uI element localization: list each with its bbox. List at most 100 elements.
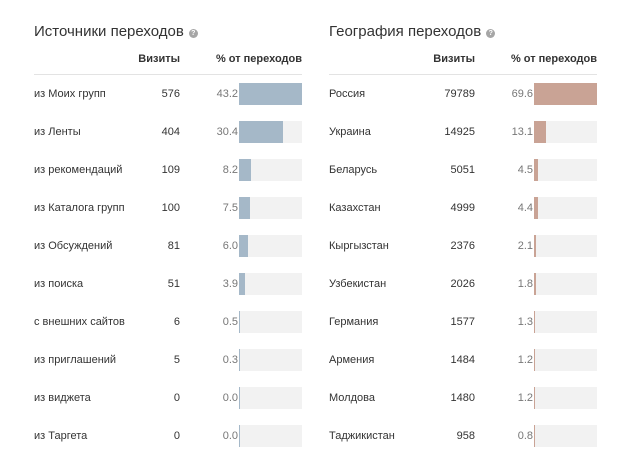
percent-bar-track xyxy=(534,159,597,181)
row-visits: 576 xyxy=(161,88,180,100)
help-icon[interactable]: ? xyxy=(188,29,198,38)
percent-bar-fill xyxy=(534,235,536,257)
row-label: Германия xyxy=(329,316,379,328)
percent-bar-track xyxy=(534,83,597,105)
row-percent: 0.5 xyxy=(222,316,238,328)
percent-bar-track xyxy=(239,121,302,143)
geography-title: География переходов ? xyxy=(329,22,597,42)
geography-panel: География переходов ? Визиты % от перехо… xyxy=(329,22,597,455)
percent-bar-track xyxy=(239,387,302,409)
sources-table: из Моих групп 576 43.2 из Ленты 404 30.4 из ре… xyxy=(34,75,302,455)
percent-bar-fill xyxy=(534,273,536,295)
table-row: с внешних сайтов 6 0.5 xyxy=(34,303,302,341)
percent-bar-fill xyxy=(239,235,248,257)
row-percent: 6.0 xyxy=(222,240,238,252)
row-visits: 1577 xyxy=(450,316,475,328)
row-percent: 13.1 xyxy=(511,126,533,138)
row-visits: 14925 xyxy=(444,126,475,138)
row-label: из приглашений xyxy=(34,354,117,366)
row-label: Украина xyxy=(329,126,371,138)
percent-bar-track xyxy=(534,311,597,333)
percent-bar-fill xyxy=(534,311,535,333)
row-percent: 7.5 xyxy=(222,202,238,214)
percent-bar-track xyxy=(239,83,302,105)
row-percent: 1.3 xyxy=(517,316,533,328)
row-percent: 0.8 xyxy=(517,430,533,442)
row-percent: 4.4 xyxy=(517,202,533,214)
row-label: из виджета xyxy=(34,392,91,404)
row-label: из поиска xyxy=(34,278,84,290)
table-row: из Ленты 404 30.4 xyxy=(34,113,302,151)
percent-bar-track xyxy=(239,425,302,447)
percent-bar-track xyxy=(534,273,597,295)
geography-table: Россия 79789 69.6 Украина 14925 13.1 Беларусь 5… xyxy=(329,75,597,455)
percent-bar-track xyxy=(239,273,302,295)
row-percent: 30.4 xyxy=(216,126,238,138)
percent-bar-track xyxy=(239,349,302,371)
row-percent: 3.9 xyxy=(222,278,238,290)
percent-bar-fill xyxy=(239,159,251,181)
row-visits: 1480 xyxy=(450,392,475,404)
percent-bar-track xyxy=(534,387,597,409)
row-label: из Таргета xyxy=(34,430,88,442)
table-row: Армения 1484 1.2 xyxy=(329,341,597,379)
percent-bar-fill xyxy=(534,349,535,371)
table-row: из виджета 0 0.0 xyxy=(34,379,302,417)
table-row: из Таргета 0 0.0 xyxy=(34,417,302,455)
row-visits: 1484 xyxy=(450,354,475,366)
row-visits: 100 xyxy=(161,202,180,214)
percent-bar-fill xyxy=(239,311,240,333)
table-row: Россия 79789 69.6 xyxy=(329,75,597,113)
row-visits: 5051 xyxy=(450,164,475,176)
row-percent: 0.0 xyxy=(222,430,238,442)
row-visits: 2026 xyxy=(450,278,475,290)
table-row: Молдова 1480 1.2 xyxy=(329,379,597,417)
table-row: Германия 1577 1.3 xyxy=(329,303,597,341)
row-percent: 2.1 xyxy=(517,240,533,252)
percent-bar-track xyxy=(534,349,597,371)
table-row: Кыргызстан 2376 2.1 xyxy=(329,227,597,265)
row-visits: 958 xyxy=(456,430,475,442)
percent-bar-track xyxy=(239,159,302,181)
table-row: Беларусь 5051 4.5 xyxy=(329,151,597,189)
percent-bar-track xyxy=(534,197,597,219)
row-percent: 8.2 xyxy=(222,164,238,176)
percent-bar-fill xyxy=(534,83,597,105)
geography-column-headers: Визиты % от переходов xyxy=(329,45,597,75)
row-label: Молдова xyxy=(329,392,375,404)
table-row: Узбекистан 2026 1.8 xyxy=(329,265,597,303)
percent-column-header: % от переходов xyxy=(215,53,302,65)
row-percent: 69.6 xyxy=(511,88,533,100)
percent-bar-fill xyxy=(534,387,535,409)
row-label: Узбекистан xyxy=(329,278,387,290)
help-icon[interactable]: ? xyxy=(486,29,496,38)
sources-title: Источники переходов ? xyxy=(34,22,302,42)
percent-bar-fill xyxy=(534,197,538,219)
row-label: Беларусь xyxy=(329,164,378,176)
row-percent: 1.8 xyxy=(517,278,533,290)
row-visits: 0 xyxy=(173,392,180,404)
percent-bar-fill xyxy=(239,273,245,295)
row-visits: 2376 xyxy=(450,240,475,252)
percent-bar-fill xyxy=(534,425,535,447)
row-label: Таджикистан xyxy=(329,430,395,442)
row-visits: 404 xyxy=(161,126,180,138)
table-row: из Каталога групп 100 7.5 xyxy=(34,189,302,227)
row-visits: 4999 xyxy=(450,202,475,214)
sources-column-headers: Визиты % от переходов xyxy=(34,45,302,75)
percent-bar-fill xyxy=(239,349,240,371)
percent-bar-fill xyxy=(239,425,240,447)
row-percent: 0.0 xyxy=(222,392,238,404)
percent-bar-track xyxy=(534,425,597,447)
row-visits: 51 xyxy=(167,278,180,290)
sources-panel: Источники переходов ? Визиты % от перехо… xyxy=(34,22,302,455)
table-row: из приглашений 5 0.3 xyxy=(34,341,302,379)
table-row: из поиска 51 3.9 xyxy=(34,265,302,303)
row-visits: 5 xyxy=(173,354,180,366)
row-label: из Обсуждений xyxy=(34,240,113,252)
table-row: Таджикистан 958 0.8 xyxy=(329,417,597,455)
percent-bar-fill xyxy=(534,159,538,181)
row-visits: 79789 xyxy=(444,88,475,100)
table-row: из Обсуждений 81 6.0 xyxy=(34,227,302,265)
table-row: Казахстан 4999 4.4 xyxy=(329,189,597,227)
